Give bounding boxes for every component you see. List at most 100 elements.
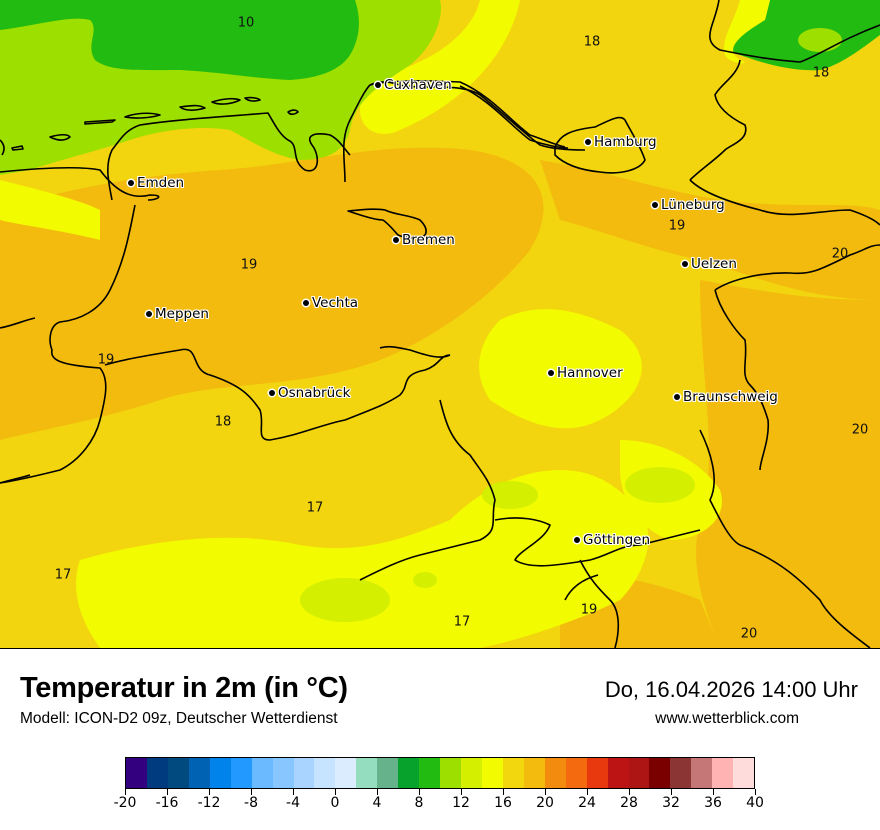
temperature-value-label: 19 — [97, 352, 115, 368]
colorbar-tick-label: 24 — [578, 795, 596, 811]
colorbar-segment — [712, 758, 734, 788]
temperature-value-label: 19 — [580, 602, 598, 618]
colorbar-segment — [146, 758, 168, 788]
colorbar-tick-label: -4 — [286, 795, 300, 811]
temperature-value-label: 18 — [812, 65, 830, 81]
city-marker-bremen: Bremen — [393, 232, 455, 248]
colorbar-segment — [356, 758, 378, 788]
website-label: www.wetterblick.com — [655, 710, 799, 727]
colorbar-segment — [126, 758, 147, 788]
city-marker-braunschweig: Braunschweig — [674, 389, 778, 405]
city-label: Hannover — [557, 365, 623, 381]
temperature-value-label: 17 — [306, 500, 324, 516]
city-dot-icon — [269, 390, 275, 396]
colorbar-segment — [586, 758, 608, 788]
city-dot-icon — [303, 300, 309, 306]
colorbar-segment — [314, 758, 336, 788]
city-marker-cuxhaven: Cuxhaven — [375, 77, 452, 93]
temperature-value-label: 18 — [583, 34, 601, 50]
colorbar-tick-label: 8 — [414, 795, 424, 811]
colorbar-segment — [230, 758, 252, 788]
colorbar-tick-label: 4 — [372, 795, 382, 811]
colorbar-segment — [272, 758, 294, 788]
colorbar-segment — [335, 758, 357, 788]
colorbar-tick-label: 36 — [704, 795, 722, 811]
city-dot-icon — [548, 370, 554, 376]
city-label: Uelzen — [691, 256, 737, 272]
temperature-value-label: 20 — [831, 246, 849, 262]
colorbar-tick-label: -12 — [197, 795, 221, 811]
colorbar-segment — [251, 758, 273, 788]
city-label: Vechta — [312, 295, 359, 311]
colorbar-tick-label: -16 — [155, 795, 179, 811]
colorbar-tick — [166, 789, 168, 795]
city-marker-goettingen: Göttingen — [574, 532, 650, 548]
colorbar-tick-label: 32 — [662, 795, 680, 811]
temperature-value-label: 20 — [851, 422, 869, 438]
city-dot-icon — [682, 261, 688, 267]
colorbar-tick — [712, 789, 714, 795]
model-source-label: Modell: ICON-D2 09z, Deutscher Wetterdie… — [20, 710, 338, 727]
valid-datetime: Do, 16.04.2026 14:00 Uhr — [604, 677, 858, 702]
temperature-colorbar — [125, 757, 755, 789]
temperature-value-label: 17 — [453, 614, 471, 630]
colorbar-segment — [607, 758, 629, 788]
temperature-map: Cuxhaven Hamburg Emden Lüneburg Bremen U… — [0, 0, 880, 649]
colorbar-tick — [544, 789, 546, 795]
colorbar-segment — [502, 758, 524, 788]
colorbar-tick-label: -20 — [113, 795, 137, 811]
city-dot-icon — [652, 202, 658, 208]
colorbar-tick-label: 28 — [620, 795, 638, 811]
colorbar-tick — [292, 789, 294, 795]
colorbar-tick-label: 12 — [452, 795, 470, 811]
colorbar-segment — [628, 758, 650, 788]
temperature-field — [0, 0, 880, 648]
colorbar-tick — [460, 789, 462, 795]
colorbar-tick — [334, 789, 336, 795]
city-marker-emden: Emden — [128, 175, 184, 191]
colorbar-tick — [628, 789, 630, 795]
colorbar-segment — [377, 758, 399, 788]
colorbar-tick-label: 0 — [330, 795, 340, 811]
city-label: Lüneburg — [661, 197, 725, 213]
city-marker-hamburg: Hamburg — [585, 134, 657, 150]
city-label: Hamburg — [594, 134, 657, 150]
colorbar-segment — [419, 758, 441, 788]
city-marker-uelzen: Uelzen — [682, 256, 737, 272]
colorbar-segment — [670, 758, 692, 788]
colorbar-tick-label: -8 — [244, 795, 258, 811]
city-marker-meppen: Meppen — [146, 306, 209, 322]
city-label: Cuxhaven — [384, 77, 452, 93]
temperature-value-label: 18 — [214, 414, 232, 430]
colorbar-tick — [376, 789, 378, 795]
colorbar-tick — [586, 789, 588, 795]
city-dot-icon — [585, 139, 591, 145]
city-dot-icon — [393, 237, 399, 243]
colorbar-tick — [754, 789, 756, 795]
city-label: Emden — [137, 175, 185, 191]
colorbar-tick-label: 16 — [494, 795, 512, 811]
temperature-value-label: 20 — [740, 626, 758, 642]
city-marker-osnabrueck: Osnabrück — [269, 385, 350, 401]
colorbar-segment — [649, 758, 671, 788]
temperature-value-label: 19 — [240, 257, 258, 273]
colorbar-segment — [167, 758, 189, 788]
city-label: Bremen — [402, 232, 455, 248]
city-dot-icon — [674, 394, 680, 400]
temperature-value-label: 19 — [668, 218, 686, 234]
city-marker-lueneburg: Lüneburg — [652, 197, 725, 213]
city-dot-icon — [128, 180, 134, 186]
map-title: Temperatur in 2m (in °C) — [20, 672, 348, 704]
colorbar-tick — [208, 789, 210, 795]
city-dot-icon — [574, 537, 580, 543]
colorbar-tick — [502, 789, 504, 795]
colorbar-segment — [733, 758, 755, 788]
colorbar-segment — [523, 758, 545, 788]
colorbar-segment — [188, 758, 210, 788]
colorbar-segment — [691, 758, 713, 788]
city-dot-icon — [146, 311, 152, 317]
colorbar-tick — [250, 789, 252, 795]
colorbar-segment — [209, 758, 231, 788]
colorbar-segment — [461, 758, 482, 788]
temperature-value-label: 17 — [54, 567, 72, 583]
